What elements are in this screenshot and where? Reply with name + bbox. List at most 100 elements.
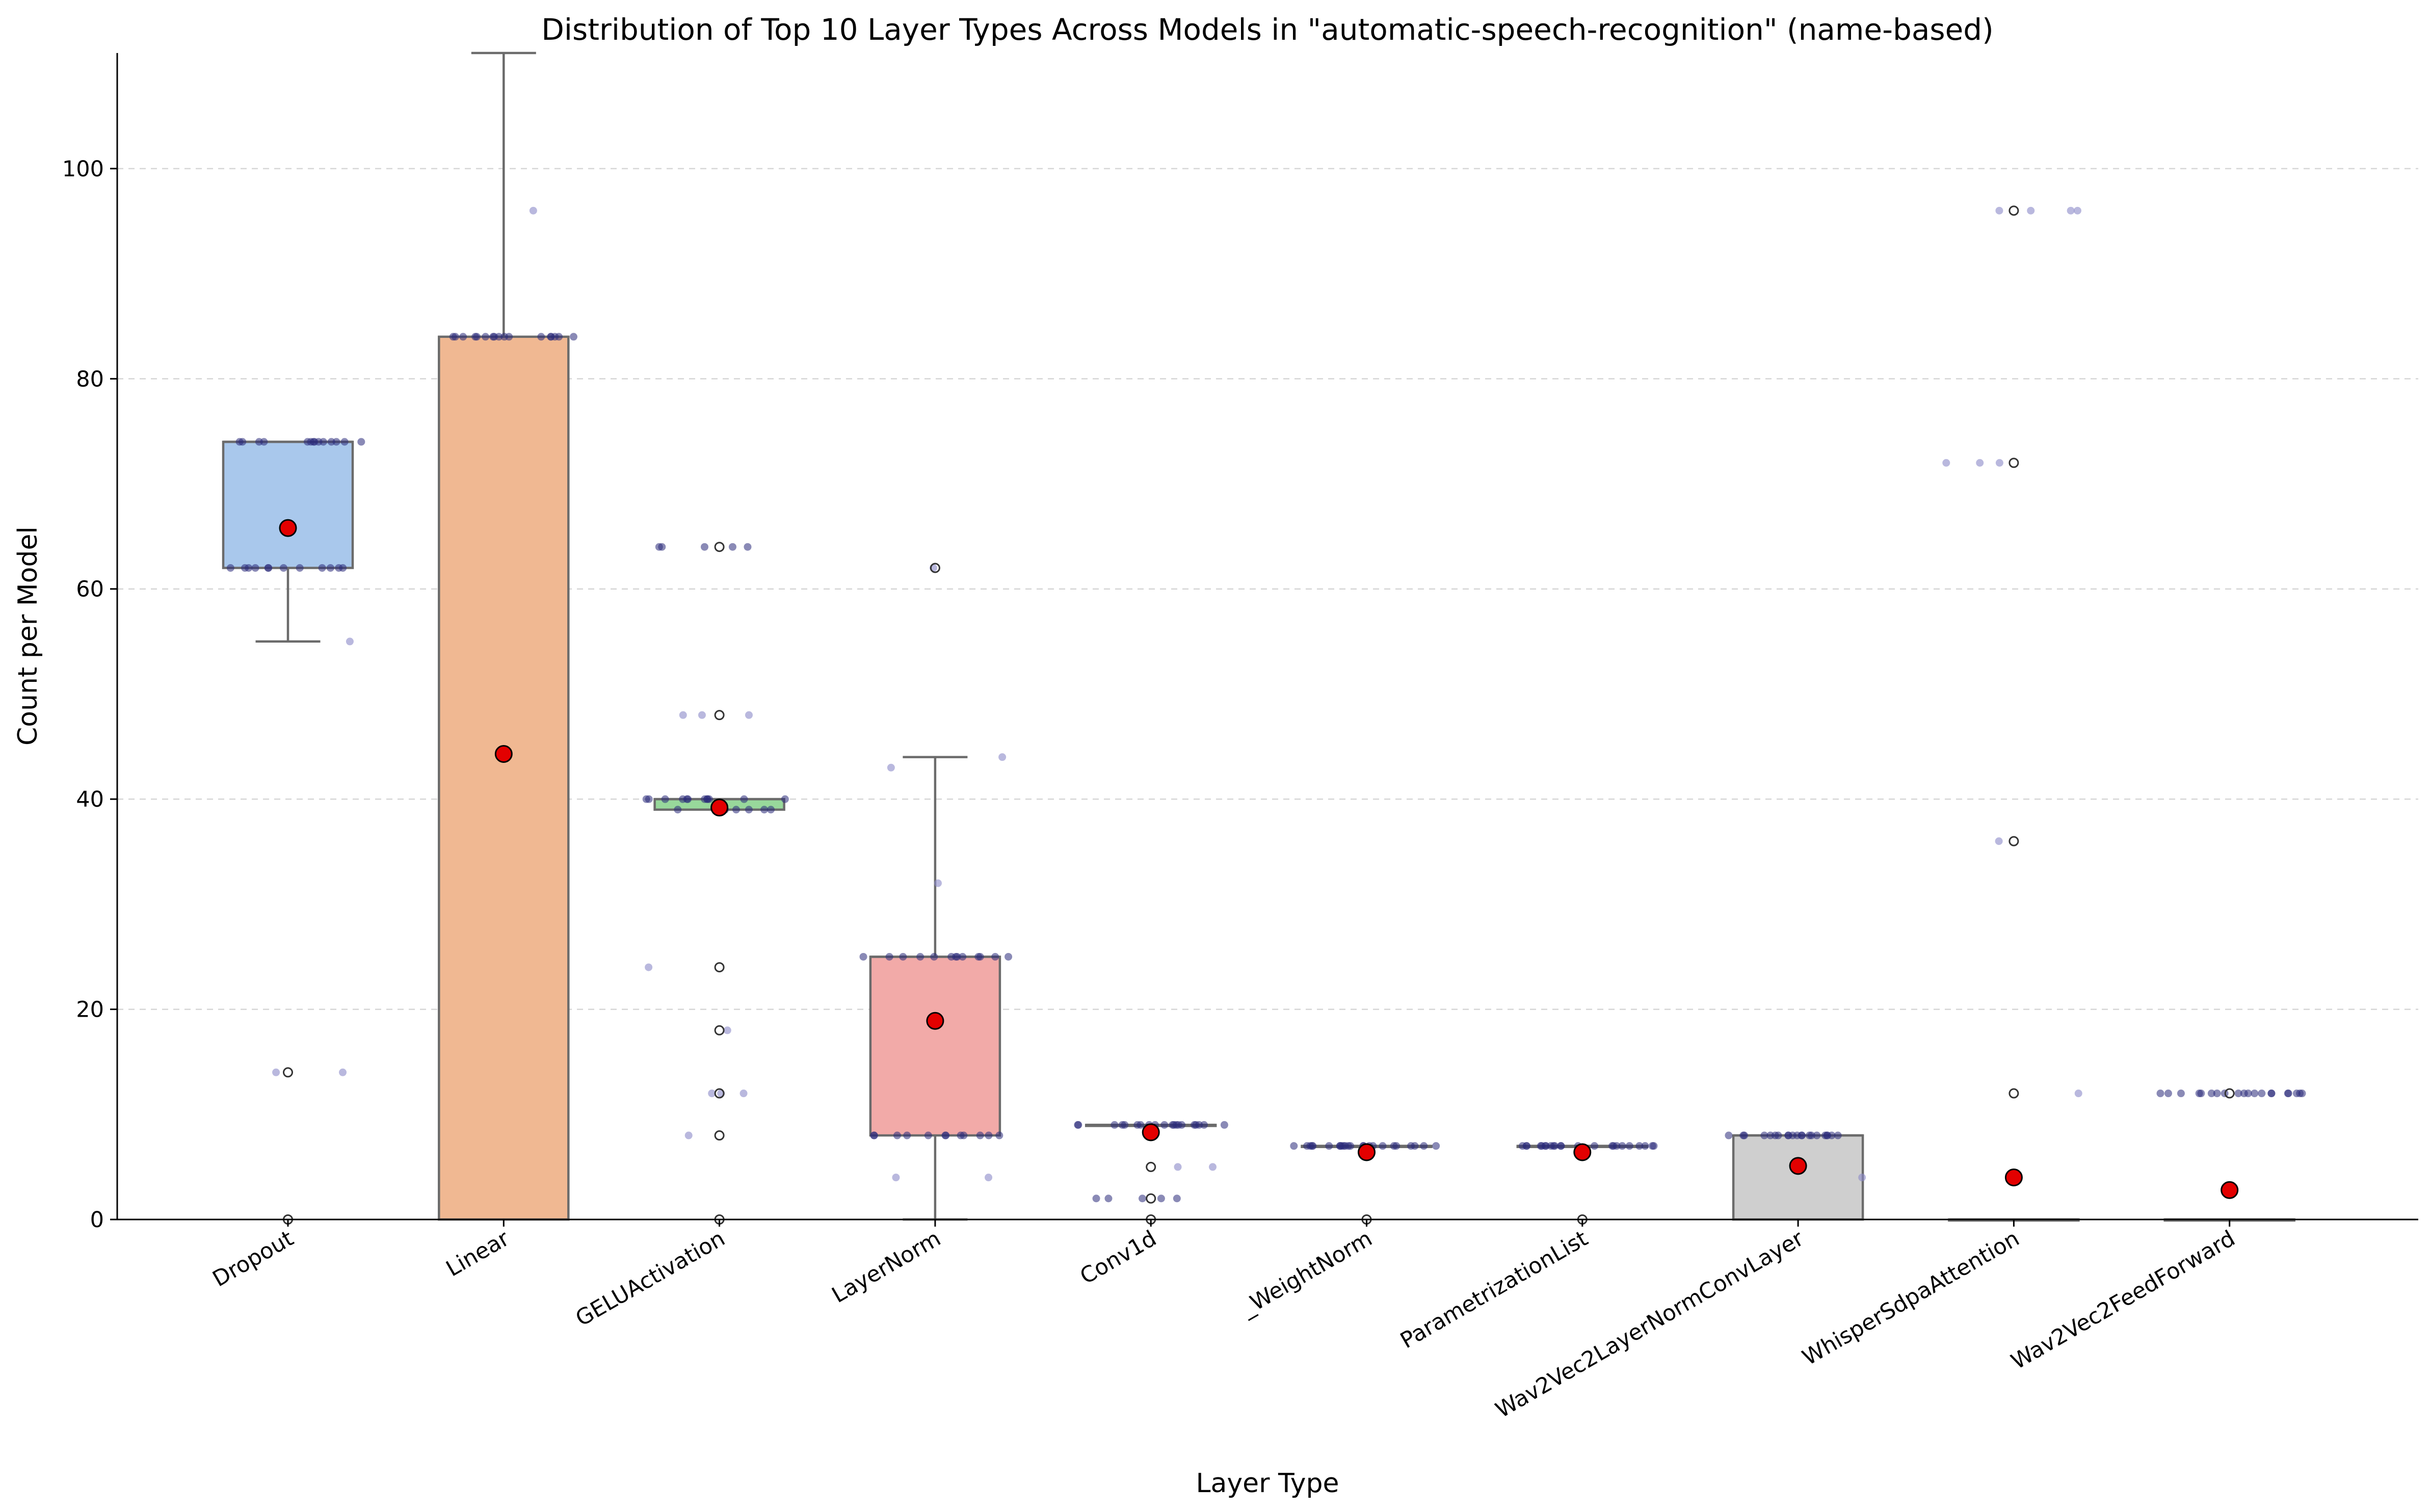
data-point bbox=[241, 564, 249, 572]
data-point bbox=[1118, 1121, 1126, 1129]
data-point bbox=[1725, 1131, 1733, 1139]
data-point bbox=[340, 438, 349, 446]
mean-marker bbox=[2004, 1169, 2023, 1187]
data-point bbox=[1174, 1163, 1182, 1171]
data-point bbox=[537, 333, 545, 341]
mean-marker bbox=[494, 745, 513, 763]
data-point bbox=[1392, 1142, 1401, 1150]
data-point bbox=[942, 1131, 950, 1139]
data-point bbox=[239, 438, 247, 446]
outlier-point bbox=[2224, 1088, 2235, 1099]
data-point bbox=[279, 564, 287, 572]
outlier-point bbox=[2009, 205, 2019, 216]
data-point bbox=[346, 638, 354, 646]
y-ticks: 0 20 40 60 80 100 bbox=[62, 156, 117, 1233]
chart-title: Distribution of Top 10 Layer Types Acros… bbox=[541, 12, 1993, 47]
data-point bbox=[1784, 1131, 1792, 1139]
axes bbox=[116, 53, 2418, 1221]
data-point bbox=[870, 1131, 878, 1139]
data-point bbox=[892, 1174, 900, 1182]
data-point bbox=[1557, 1142, 1565, 1150]
data-point bbox=[1591, 1142, 1599, 1150]
data-point bbox=[265, 564, 273, 572]
data-point bbox=[1648, 1142, 1656, 1150]
data-point bbox=[1104, 1195, 1113, 1203]
data-point bbox=[698, 711, 706, 719]
data-point bbox=[760, 806, 769, 814]
data-point bbox=[700, 543, 708, 551]
data-point bbox=[1625, 1142, 1633, 1150]
data-point bbox=[885, 952, 893, 961]
outlier-point bbox=[2009, 836, 2019, 846]
data-point bbox=[739, 1090, 748, 1098]
data-point bbox=[296, 564, 304, 572]
data-point bbox=[960, 1131, 968, 1139]
data-point bbox=[661, 795, 669, 803]
data-point bbox=[2298, 1090, 2306, 1098]
data-point bbox=[326, 564, 334, 572]
data-point bbox=[2251, 1090, 2259, 1098]
data-point bbox=[2244, 1090, 2252, 1098]
data-point bbox=[2164, 1090, 2172, 1098]
data-point bbox=[1160, 1121, 1169, 1129]
data-point bbox=[1074, 1121, 1082, 1129]
data-point bbox=[859, 952, 867, 961]
boxes bbox=[222, 51, 2295, 1222]
data-point bbox=[2207, 1090, 2215, 1098]
data-point bbox=[1137, 1121, 1145, 1129]
x-tick-label: Dropout bbox=[208, 1226, 298, 1292]
data-point bbox=[1858, 1174, 1866, 1182]
data-point bbox=[357, 438, 365, 446]
outlier-point bbox=[2009, 458, 2019, 468]
y-tick-label: 60 bbox=[76, 577, 104, 602]
data-point bbox=[953, 952, 961, 961]
data-point bbox=[1760, 1131, 1768, 1139]
outlier-point bbox=[283, 1067, 293, 1078]
data-point bbox=[2213, 1090, 2221, 1098]
data-point bbox=[703, 795, 711, 803]
box-Dropout bbox=[222, 440, 354, 569]
y-axis-label: Count per Model bbox=[13, 526, 43, 746]
data-point bbox=[1995, 206, 2003, 215]
x-tick-label: GELUActivation bbox=[571, 1226, 729, 1332]
x-tick-label: LayerNorm bbox=[828, 1226, 945, 1308]
outlier-point bbox=[1146, 1161, 1156, 1172]
data-point bbox=[1766, 1131, 1775, 1139]
data-point bbox=[505, 333, 513, 341]
x-tick-label: Linear bbox=[442, 1226, 514, 1282]
data-point bbox=[1407, 1142, 1415, 1150]
data-point bbox=[1290, 1142, 1298, 1150]
data-point bbox=[679, 711, 687, 719]
mean-marker bbox=[1789, 1157, 1807, 1175]
data-point bbox=[1111, 1121, 1119, 1129]
data-point bbox=[2074, 1090, 2082, 1098]
data-point bbox=[1635, 1142, 1644, 1150]
data-point bbox=[551, 333, 559, 341]
data-point bbox=[2258, 1090, 2266, 1098]
data-point bbox=[924, 1131, 932, 1139]
data-point bbox=[1092, 1195, 1100, 1203]
data-point bbox=[1813, 1131, 1821, 1139]
mean-marker bbox=[1358, 1143, 1376, 1161]
data-point bbox=[449, 333, 457, 341]
data-point bbox=[529, 206, 537, 215]
data-point bbox=[1308, 1142, 1316, 1150]
data-point bbox=[260, 438, 268, 446]
data-point bbox=[339, 1068, 347, 1076]
data-point bbox=[1420, 1142, 1428, 1150]
data-point bbox=[1200, 1121, 1208, 1129]
mean-markers bbox=[279, 519, 2239, 1199]
data-point bbox=[1208, 1163, 1217, 1171]
data-point bbox=[781, 795, 789, 803]
outlier-point bbox=[714, 542, 725, 552]
x-ticks: Dropout Linear GELUActivation LayerNorm Conv… bbox=[208, 1219, 2239, 1423]
data-point bbox=[1340, 1142, 1348, 1150]
data-point bbox=[1613, 1142, 1621, 1150]
outlier-point bbox=[1146, 1193, 1156, 1204]
outlier-point bbox=[714, 962, 725, 973]
data-point bbox=[1995, 837, 2003, 845]
data-point bbox=[708, 1090, 716, 1098]
data-point bbox=[1995, 459, 2003, 467]
